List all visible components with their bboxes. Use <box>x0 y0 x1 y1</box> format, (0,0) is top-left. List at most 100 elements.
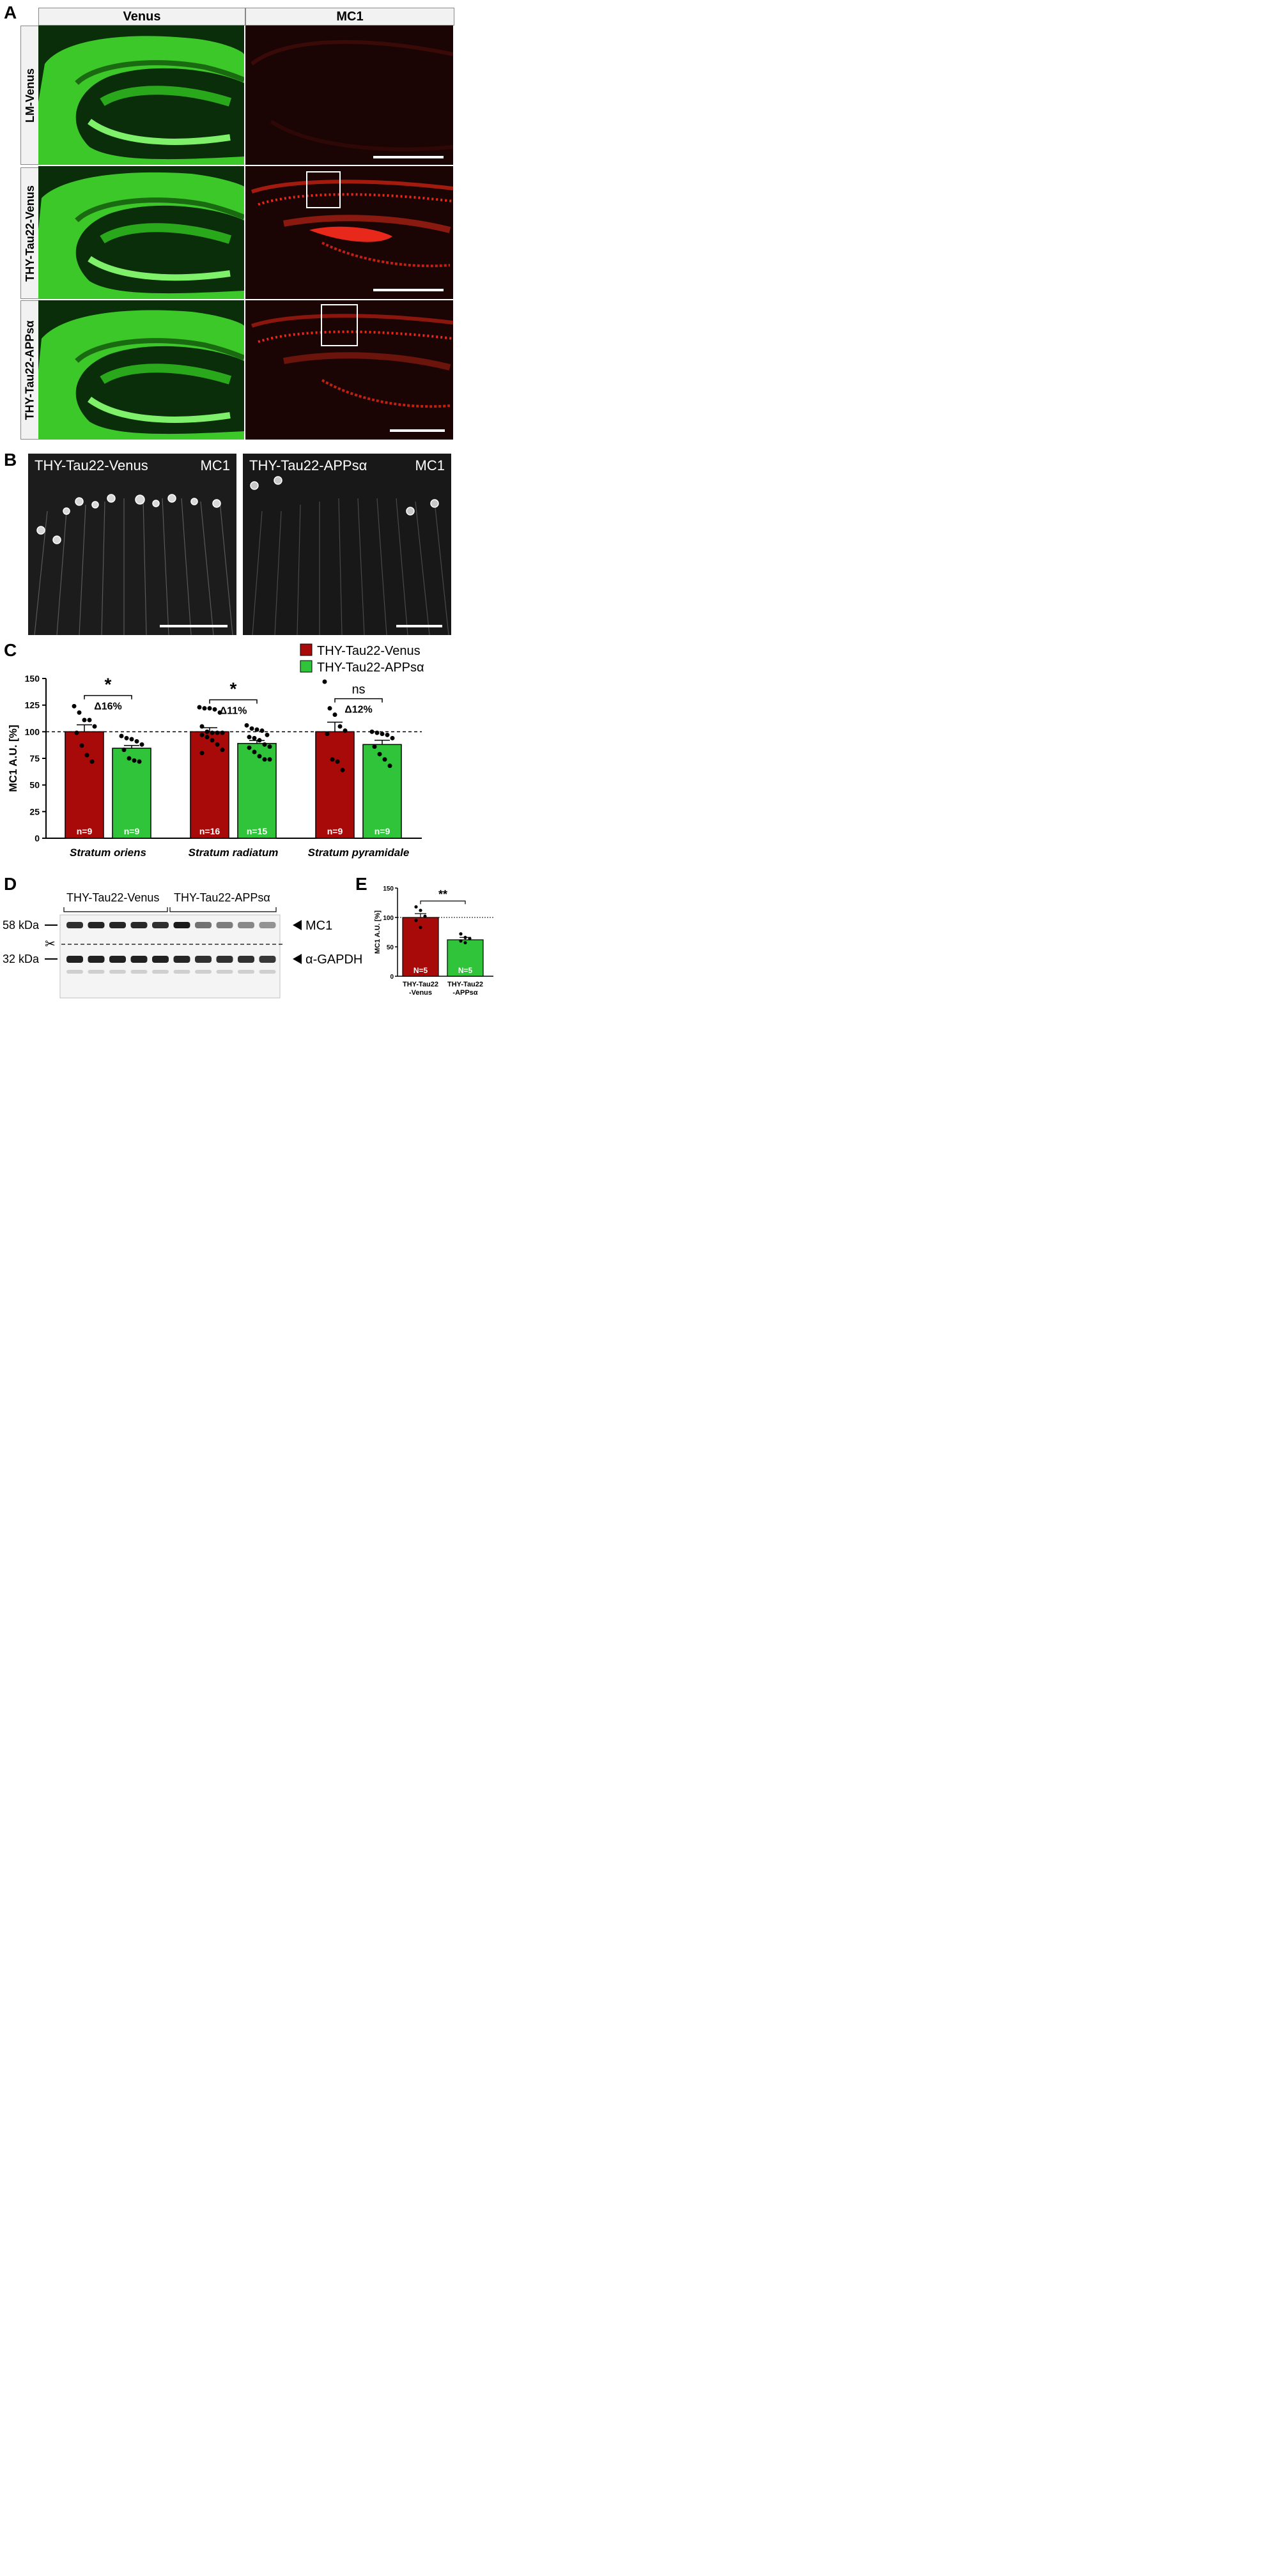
gapdh-band <box>173 956 190 963</box>
data-point <box>335 759 340 764</box>
data-point <box>340 767 345 772</box>
blot-bands <box>66 922 276 974</box>
faint-band <box>130 970 148 974</box>
data-point <box>375 730 380 735</box>
mc1-band <box>259 922 276 928</box>
data-point <box>325 732 330 737</box>
group-bracket <box>169 907 277 912</box>
column-header-venus: Venus <box>38 8 245 26</box>
y-tick-label: 0 <box>390 974 394 981</box>
data-point <box>205 735 210 740</box>
mc1-band <box>238 922 254 928</box>
band-label-gapdh: α-GAPDH <box>305 953 362 967</box>
panel-e-letter: E <box>355 874 367 894</box>
data-point <box>215 742 220 747</box>
data-point <box>137 759 142 764</box>
data-point <box>419 926 422 930</box>
data-point <box>210 730 215 735</box>
significance-label: ns <box>352 683 365 697</box>
arrow-left-icon <box>293 920 302 930</box>
column-header-mc1: MC1 <box>245 8 454 26</box>
marker-58kda: 58 kDa <box>3 919 40 931</box>
micrograph-b-tau22-venus: THY-Tau22-Venus MC1 <box>28 454 236 635</box>
data-point <box>89 759 95 764</box>
faint-band <box>109 970 126 974</box>
gapdh-band <box>238 956 254 963</box>
significance-bracket <box>84 694 132 700</box>
data-point <box>77 710 82 715</box>
category-label: Stratum radiatum <box>189 847 279 859</box>
data-point <box>79 743 84 748</box>
gapdh-band <box>130 956 148 963</box>
faint-band <box>195 970 212 974</box>
mc1-band <box>130 922 148 928</box>
faint-band <box>238 970 254 974</box>
data-point <box>267 744 272 749</box>
data-point <box>414 919 418 923</box>
band-label-mc1: MC1 <box>305 919 332 933</box>
faint-band <box>216 970 233 974</box>
scale-bar <box>373 289 444 291</box>
scale-bar <box>160 625 228 627</box>
row-label-tau22-appsa: THY-Tau22-APPsα <box>20 300 40 440</box>
group-label-venus: THY-Tau22-Venus <box>66 891 159 904</box>
data-point <box>468 937 472 940</box>
data-point <box>369 729 375 734</box>
data-point <box>252 749 257 755</box>
n-label: N=5 <box>413 966 428 975</box>
data-point <box>215 730 220 735</box>
data-point <box>419 908 422 912</box>
data-point <box>387 763 392 769</box>
category-label: Stratum oriens <box>70 847 146 859</box>
image-group-label: THY-Tau22-Venus <box>35 457 148 473</box>
group-label-appsa: THY-Tau22-APPsα <box>174 891 270 904</box>
data-point <box>423 914 427 918</box>
y-axis-label: MC1 A.U. [%] <box>7 724 19 792</box>
data-point <box>414 905 418 909</box>
scale-bar <box>390 429 445 432</box>
delta-label: Δ12% <box>344 705 373 716</box>
y-axis-label: MC1 A.U. [%] <box>375 910 382 954</box>
faint-band <box>152 970 169 974</box>
row-label-text: THY-Tau22-APPsα <box>23 320 36 420</box>
n-label: n=9 <box>77 826 93 836</box>
delta-label: Δ11% <box>220 705 247 716</box>
significance-bracket <box>334 698 383 703</box>
data-point <box>82 717 87 723</box>
legend: THY-Tau22-Venus THY-Tau22-APPsα <box>300 643 424 675</box>
data-point <box>327 706 332 711</box>
data-point <box>372 744 377 749</box>
data-point <box>385 732 390 737</box>
faint-band <box>88 970 105 974</box>
data-point <box>74 730 79 735</box>
data-point <box>72 703 77 709</box>
data-point <box>84 753 89 758</box>
row-label-lm-venus: LM-Venus <box>20 26 40 165</box>
micrograph-mc1-appsa <box>245 300 453 440</box>
micrograph-b-tau22-appsa: THY-Tau22-APPsα MC1 <box>243 454 451 635</box>
y-tick-label: 125 <box>25 700 40 710</box>
significance-label: * <box>230 678 237 698</box>
region-of-interest-box <box>306 171 341 208</box>
y-tick-label: 100 <box>383 915 394 922</box>
faint-band <box>173 970 190 974</box>
y-tick-label: 100 <box>25 726 40 737</box>
significance-label: ** <box>438 888 447 901</box>
data-point <box>217 710 222 715</box>
legend-label: THY-Tau22-APPsα <box>317 661 424 675</box>
data-point <box>262 742 267 747</box>
data-point <box>124 735 129 740</box>
bar <box>112 747 151 839</box>
data-point <box>197 705 202 710</box>
scissors-icon: ✂ <box>45 937 56 951</box>
mc1-band <box>173 922 190 928</box>
gapdh-band <box>109 956 126 963</box>
mc1-band <box>88 922 105 928</box>
category-label: Stratum pyramidale <box>308 847 410 859</box>
panel-d-letter: D <box>4 874 17 894</box>
gapdh-band <box>152 956 169 963</box>
data-point <box>199 724 205 729</box>
chart-c: THY-Tau22-Venus THY-Tau22-APPsα 0 25 50 75 10… <box>7 643 424 859</box>
data-point <box>252 735 257 740</box>
faint-band <box>66 970 83 974</box>
